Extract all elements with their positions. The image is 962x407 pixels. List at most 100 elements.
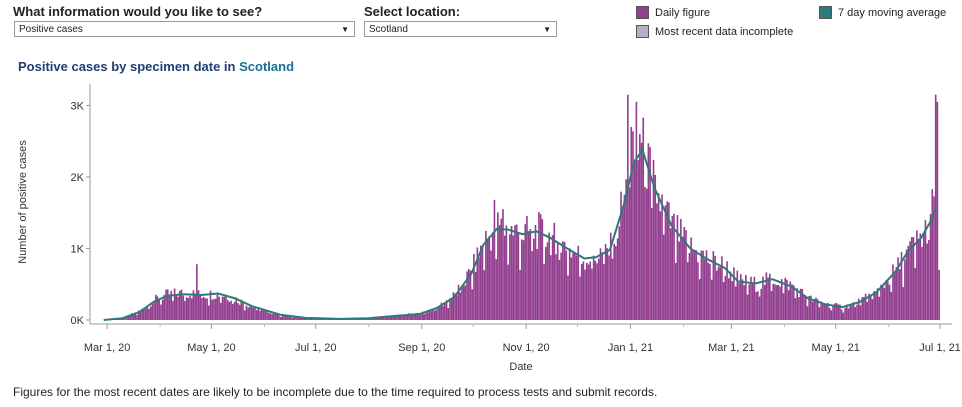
location-select-value: Scotland — [369, 24, 408, 35]
x-tick-label: May 1, 20 — [187, 342, 235, 354]
daily-bar — [249, 306, 251, 320]
daily-bar — [857, 298, 860, 320]
daily-bar — [384, 317, 386, 320]
x-tick-label: Jul 1, 20 — [295, 342, 337, 354]
daily-bar — [456, 295, 458, 320]
daily-bar — [194, 293, 196, 320]
daily-bar — [917, 238, 920, 320]
daily-bar — [910, 237, 913, 320]
daily-bar — [686, 262, 689, 320]
daily-bar — [690, 237, 692, 320]
daily-bar — [804, 297, 807, 320]
daily-bar — [182, 295, 184, 320]
daily-bar — [454, 293, 456, 320]
daily-bar — [654, 174, 657, 320]
daily-bar — [680, 218, 682, 320]
daily-bar — [298, 317, 301, 320]
daily-bar — [897, 257, 899, 320]
daily-bar — [856, 304, 858, 320]
daily-bar — [880, 284, 882, 320]
daily-bar — [878, 296, 881, 320]
daily-bar — [563, 241, 566, 320]
daily-bar — [479, 245, 482, 320]
daily-bar — [524, 224, 527, 320]
daily-bar — [748, 284, 751, 320]
daily-bar — [770, 290, 773, 320]
daily-bar — [616, 238, 619, 320]
daily-bar — [447, 307, 450, 320]
daily-bar — [592, 255, 595, 320]
daily-bar — [842, 312, 845, 320]
daily-bar — [402, 314, 405, 320]
daily-bar — [408, 313, 410, 320]
daily-bar — [233, 302, 236, 320]
daily-bar — [768, 273, 771, 320]
x-tick-label: Nov 1, 20 — [503, 342, 550, 354]
daily-bar — [649, 147, 651, 320]
daily-bar — [914, 267, 916, 320]
info-select[interactable]: Positive cases ▼ — [14, 21, 355, 37]
daily-bar — [568, 248, 571, 320]
daily-bar — [652, 159, 655, 320]
daily-bar — [473, 253, 475, 320]
daily-bar — [517, 233, 520, 320]
daily-bar — [810, 295, 812, 320]
daily-bar — [361, 318, 364, 320]
daily-bar — [543, 263, 545, 320]
daily-bar — [676, 215, 679, 320]
daily-bar — [461, 286, 463, 320]
daily-bar — [893, 272, 896, 320]
x-axis-label: Date — [509, 361, 532, 373]
daily-bar — [231, 304, 234, 320]
daily-bar — [585, 262, 588, 320]
daily-bar — [409, 314, 412, 320]
daily-bar — [127, 315, 130, 320]
daily-bar — [168, 294, 171, 320]
footnote: Figures for the most recent dates are li… — [13, 385, 658, 399]
legend-average-swatch — [819, 6, 832, 19]
x-tick-label: Sep 1, 20 — [398, 342, 445, 354]
daily-bar — [467, 268, 470, 320]
daily-bar — [803, 295, 805, 320]
x-tick-label: Mar 1, 21 — [708, 342, 754, 354]
daily-bar — [363, 319, 366, 320]
daily-bar — [640, 142, 643, 320]
daily-bar — [661, 194, 663, 320]
daily-bar — [656, 203, 658, 320]
daily-bar — [591, 268, 593, 320]
daily-bar — [786, 279, 788, 320]
daily-bar — [303, 318, 306, 320]
daily-bar — [291, 317, 294, 320]
daily-bar — [550, 255, 552, 320]
daily-bar — [734, 286, 737, 320]
daily-bar — [230, 300, 232, 320]
daily-bar — [151, 304, 154, 320]
daily-bar — [746, 294, 749, 320]
daily-bar — [544, 247, 547, 320]
daily-bar — [278, 315, 280, 320]
daily-bar — [414, 313, 417, 320]
x-tick-label: Jul 1, 21 — [919, 342, 961, 354]
daily-bar — [218, 296, 220, 320]
daily-bar — [163, 294, 166, 320]
location-select[interactable]: Scotland ▼ — [364, 21, 557, 37]
daily-bar — [240, 299, 243, 320]
daily-bar — [286, 315, 289, 320]
daily-bar — [784, 277, 787, 320]
daily-bar — [539, 214, 542, 320]
daily-bar — [373, 317, 376, 320]
daily-bar — [738, 282, 740, 320]
daily-bar — [503, 235, 506, 320]
legend-incomplete-swatch — [636, 25, 649, 38]
daily-bar — [438, 307, 441, 320]
daily-bar — [553, 222, 556, 320]
daily-bar — [683, 226, 686, 320]
daily-bar — [411, 315, 414, 320]
daily-bar — [279, 317, 282, 320]
daily-bar — [621, 206, 624, 320]
daily-bar — [763, 285, 766, 320]
daily-bar — [668, 202, 670, 320]
daily-bar — [225, 295, 227, 320]
daily-bar — [522, 240, 525, 320]
daily-bar — [681, 236, 684, 320]
